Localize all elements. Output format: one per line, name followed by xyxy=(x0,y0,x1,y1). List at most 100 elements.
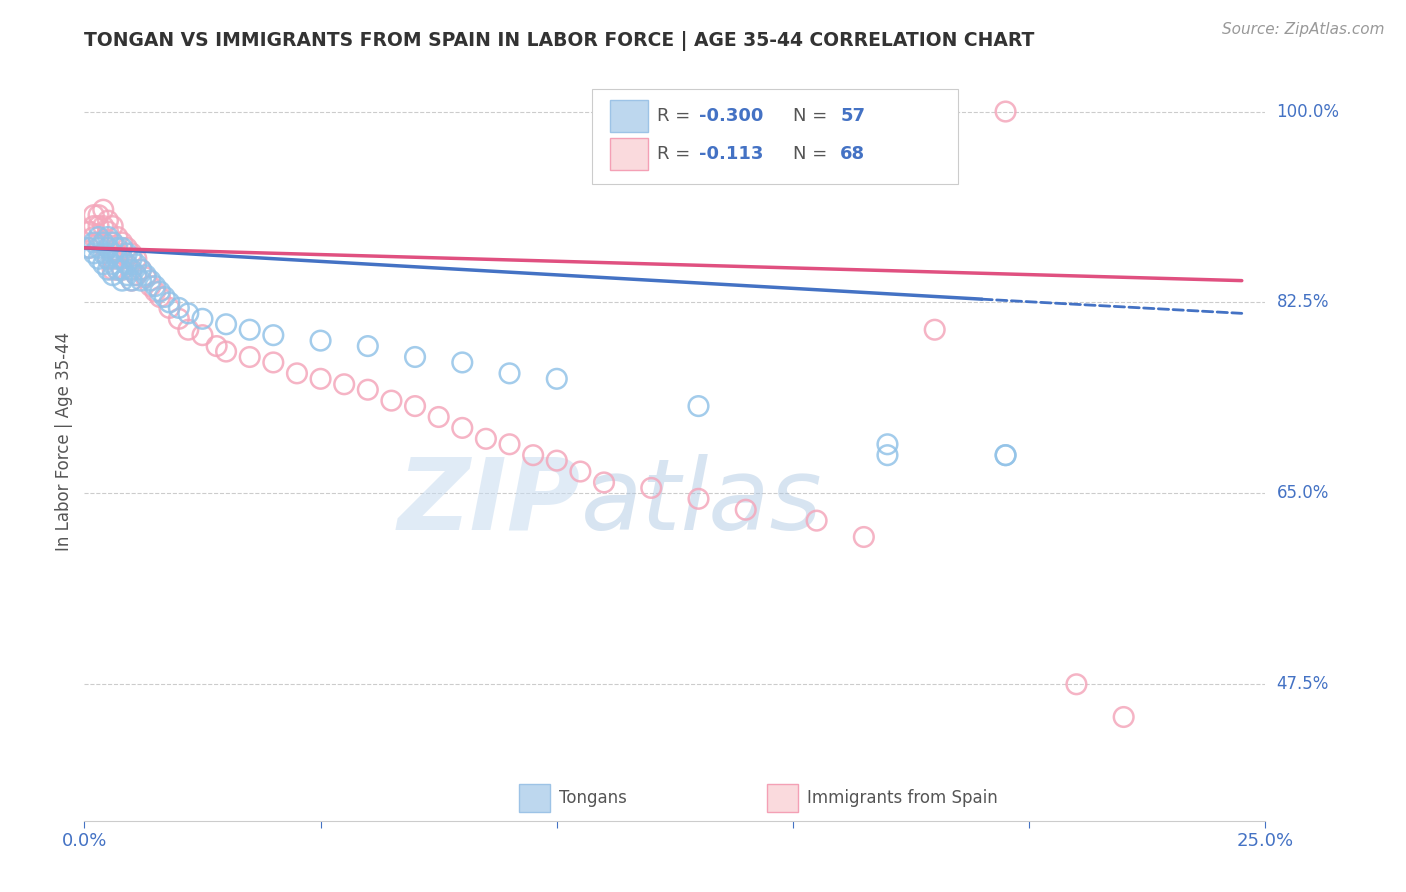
Point xyxy=(111,262,134,277)
Point xyxy=(83,219,105,233)
Point xyxy=(83,208,105,222)
Point xyxy=(125,257,148,271)
Point xyxy=(239,350,262,364)
Point xyxy=(852,530,875,544)
Point xyxy=(205,339,228,353)
Y-axis label: In Labor Force | Age 35-44: In Labor Force | Age 35-44 xyxy=(55,332,73,551)
Point xyxy=(101,219,124,233)
Point xyxy=(924,323,946,337)
Point xyxy=(121,274,143,288)
FancyBboxPatch shape xyxy=(519,784,550,812)
Point xyxy=(498,437,520,451)
Point xyxy=(125,268,148,282)
Point xyxy=(87,208,110,222)
Point xyxy=(87,230,110,244)
Point xyxy=(167,301,190,315)
Text: 47.5%: 47.5% xyxy=(1277,675,1329,693)
Point xyxy=(101,235,124,250)
Point xyxy=(121,246,143,260)
Text: 57: 57 xyxy=(841,107,865,125)
Point xyxy=(115,246,138,260)
Point xyxy=(87,241,110,255)
Point xyxy=(83,235,105,250)
Point xyxy=(569,465,592,479)
Point xyxy=(91,202,114,217)
Point xyxy=(239,323,262,337)
Text: -0.300: -0.300 xyxy=(699,107,763,125)
Point xyxy=(97,252,120,266)
Point xyxy=(357,339,380,353)
Point xyxy=(111,252,134,266)
Point xyxy=(191,311,214,326)
Point xyxy=(191,328,214,343)
Point xyxy=(107,262,129,277)
Point xyxy=(129,274,152,288)
Point xyxy=(309,334,332,348)
Text: -0.113: -0.113 xyxy=(699,145,763,163)
Text: TONGAN VS IMMIGRANTS FROM SPAIN IN LABOR FORCE | AGE 35-44 CORRELATION CHART: TONGAN VS IMMIGRANTS FROM SPAIN IN LABOR… xyxy=(84,30,1035,51)
Point xyxy=(111,262,134,277)
Point xyxy=(115,257,138,271)
Point xyxy=(101,257,124,271)
Point xyxy=(139,279,162,293)
Text: 68: 68 xyxy=(841,145,865,163)
Point xyxy=(1112,710,1135,724)
Point xyxy=(262,355,284,369)
Point xyxy=(111,235,134,250)
Point xyxy=(125,268,148,282)
FancyBboxPatch shape xyxy=(610,101,648,132)
Point xyxy=(167,311,190,326)
Point xyxy=(129,262,152,277)
Point xyxy=(97,262,120,277)
Point xyxy=(91,219,114,233)
Point xyxy=(177,306,200,320)
Point xyxy=(734,502,756,516)
Point xyxy=(115,268,138,282)
Point xyxy=(125,252,148,266)
Text: atlas: atlas xyxy=(581,454,823,550)
Point xyxy=(285,367,308,381)
Point xyxy=(91,246,114,260)
Point xyxy=(546,453,568,467)
Point xyxy=(153,290,176,304)
Point xyxy=(157,301,180,315)
Point xyxy=(91,235,114,250)
Point xyxy=(129,262,152,277)
Point xyxy=(97,213,120,227)
Point xyxy=(115,241,138,255)
Point xyxy=(101,252,124,266)
Point xyxy=(77,241,100,255)
Point xyxy=(876,448,898,462)
Point xyxy=(101,246,124,260)
Point xyxy=(522,448,544,462)
Point xyxy=(135,268,157,282)
Point xyxy=(101,262,124,277)
Point xyxy=(83,230,105,244)
Text: Immigrants from Spain: Immigrants from Spain xyxy=(807,789,998,807)
Point xyxy=(111,241,134,255)
Point xyxy=(83,246,105,260)
Point xyxy=(97,230,120,244)
Point xyxy=(135,270,157,285)
Point xyxy=(380,393,402,408)
Point xyxy=(115,257,138,271)
Point xyxy=(404,399,426,413)
Point xyxy=(121,274,143,288)
Point xyxy=(333,377,356,392)
Point xyxy=(101,268,124,282)
Point xyxy=(111,274,134,288)
Text: ZIP: ZIP xyxy=(398,454,581,550)
Point xyxy=(101,235,124,250)
Point xyxy=(111,252,134,266)
Point xyxy=(451,421,474,435)
Point xyxy=(97,252,120,266)
Point xyxy=(546,372,568,386)
Point xyxy=(97,241,120,255)
Point xyxy=(87,219,110,233)
FancyBboxPatch shape xyxy=(592,89,959,184)
Point xyxy=(157,295,180,310)
Point xyxy=(97,241,120,255)
FancyBboxPatch shape xyxy=(610,138,648,170)
Text: N =: N = xyxy=(793,145,832,163)
Point xyxy=(593,475,616,490)
